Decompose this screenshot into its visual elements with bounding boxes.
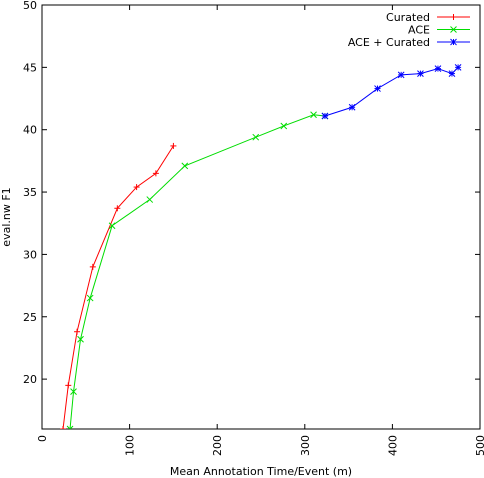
- series-lines: [62, 67, 459, 429]
- y-tick-label: 25: [23, 311, 37, 324]
- series-line: [62, 145, 174, 429]
- y-tick-labels: 20 25 30 35 40 45 50: [23, 0, 37, 386]
- data-point: [77, 335, 84, 343]
- data-point: [181, 162, 189, 170]
- axis-ticks: [41, 4, 481, 429]
- data-point: [348, 103, 356, 111]
- y-tick-label: 50: [23, 0, 37, 12]
- data-point: [89, 263, 96, 270]
- legend-marker: [450, 38, 457, 46]
- x-tick-label: 0: [36, 435, 49, 442]
- y-tick-label: 45: [23, 61, 37, 74]
- data-point: [170, 142, 177, 149]
- data-point: [108, 222, 116, 230]
- x-axis-label: Mean Annotation Time/Event (m): [170, 465, 352, 478]
- data-point: [434, 65, 442, 72]
- data-point: [152, 170, 159, 177]
- legend-label: Curated: [386, 11, 430, 24]
- legend-label: ACE + Curated: [348, 36, 430, 49]
- legend-marker: [450, 14, 457, 20]
- data-point: [374, 85, 381, 92]
- x-tick-label: 200: [211, 435, 224, 456]
- data-point: [252, 133, 260, 141]
- data-point: [448, 70, 456, 77]
- data-point: [133, 184, 140, 191]
- x-tick-label: 500: [474, 435, 484, 456]
- plot-area: [41, 4, 481, 430]
- y-tick-label: 20: [23, 373, 37, 386]
- y-axis-label: eval.nw F1: [0, 187, 13, 246]
- data-point: [70, 388, 77, 395]
- data-point: [397, 71, 405, 79]
- data-point: [321, 112, 329, 120]
- y-tick-label: 30: [23, 248, 37, 261]
- data-point: [86, 294, 94, 302]
- x-tick-label: 100: [124, 435, 137, 456]
- series-markers: [60, 63, 462, 429]
- data-point: [146, 196, 154, 203]
- x-tick-label: 300: [299, 435, 312, 456]
- x-tick-labels: 0 100 200 300 400 500: [36, 435, 484, 456]
- data-point: [454, 63, 462, 71]
- y-tick-label: 35: [23, 186, 37, 199]
- data-point: [65, 382, 72, 389]
- legend-marker: [450, 26, 457, 33]
- series-line: [324, 67, 459, 117]
- data-point: [66, 425, 74, 429]
- y-tick-label: 40: [23, 124, 37, 137]
- data-point: [310, 111, 317, 119]
- data-point: [114, 205, 121, 212]
- x-tick-label: 400: [386, 435, 399, 456]
- data-point: [417, 70, 424, 77]
- data-point: [60, 426, 67, 429]
- series-line: [69, 114, 326, 429]
- data-point: [280, 122, 288, 130]
- data-point: [74, 328, 81, 335]
- legend-label: ACE: [408, 24, 430, 37]
